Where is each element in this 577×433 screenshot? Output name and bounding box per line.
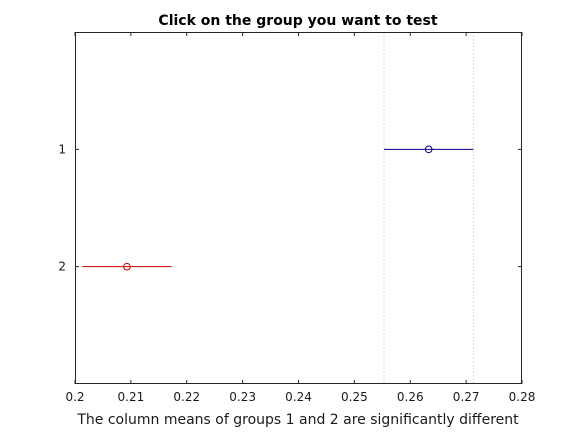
plot-background[interactable] xyxy=(75,32,522,384)
y-tick-label: 1 xyxy=(58,142,66,156)
x-tick-label: 0.27 xyxy=(453,390,480,404)
x-tick-label: 0.25 xyxy=(341,390,368,404)
x-tick-label: 0.23 xyxy=(229,390,256,404)
x-tick-label: 0.26 xyxy=(397,390,424,404)
x-tick-label: 0.21 xyxy=(118,390,145,404)
x-tick-label: 0.24 xyxy=(285,390,312,404)
x-tick-label: 0.2 xyxy=(65,390,84,404)
group-2-mean-marker[interactable] xyxy=(123,262,131,271)
y-tick-label: 2 xyxy=(58,260,66,274)
x-tick-label: 0.28 xyxy=(509,390,536,404)
chart-title: Click on the group you want to test xyxy=(158,13,437,29)
x-tick-label: 0.22 xyxy=(173,390,200,404)
plot-area[interactable]: 0.2 0.21 0.22 0.23 0.24 0.25 0.26 0.27 0.28 1 2 xyxy=(58,32,535,404)
x-axis-label: The column means of groups 1 and 2 are s… xyxy=(76,412,519,428)
group-1-mean-marker[interactable] xyxy=(424,145,433,154)
